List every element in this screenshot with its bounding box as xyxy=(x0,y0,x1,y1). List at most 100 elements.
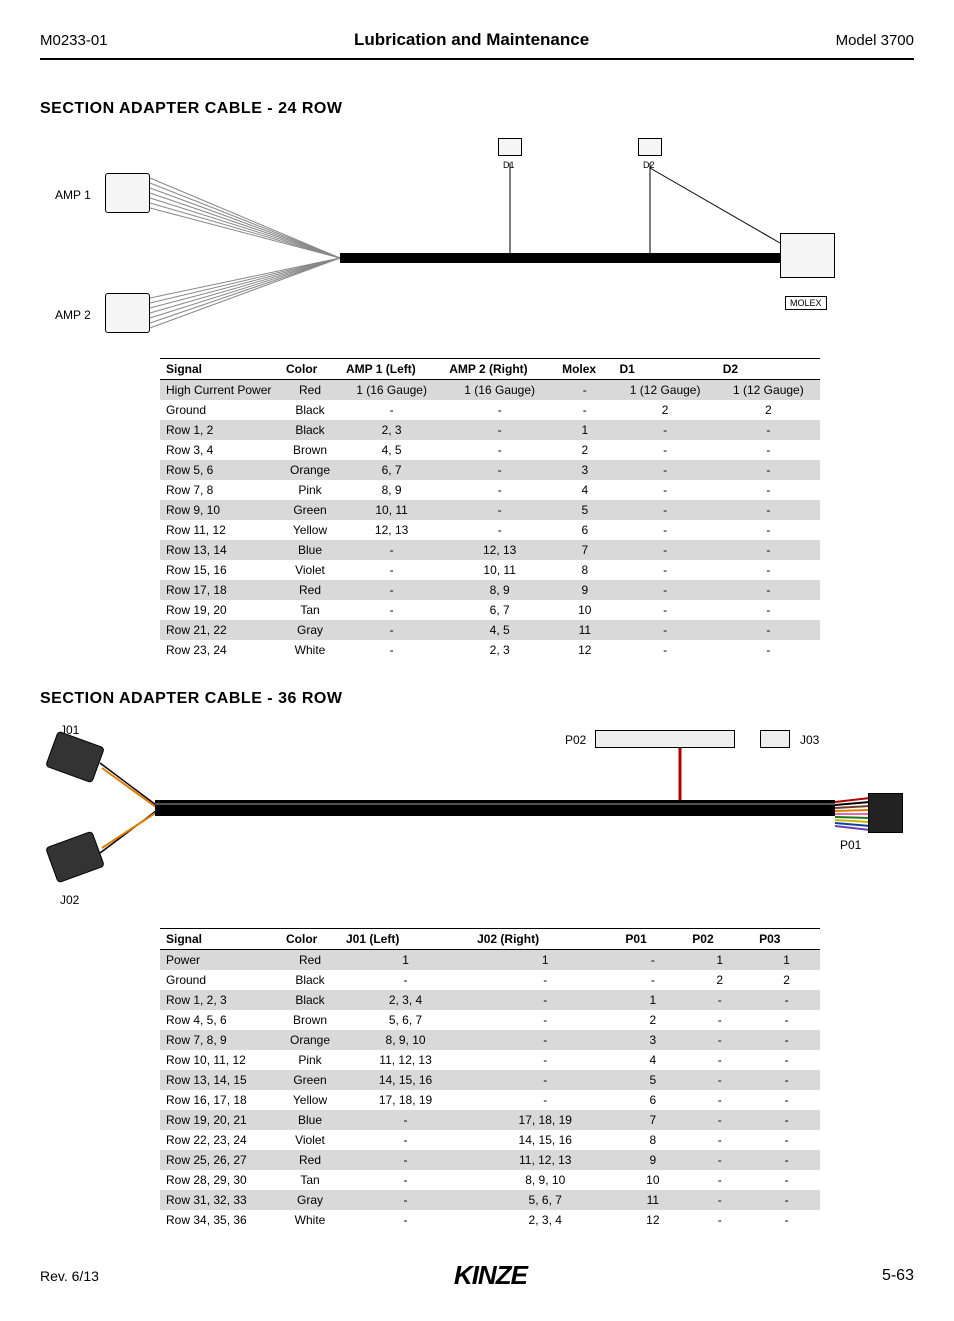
table-cell: - xyxy=(614,420,717,440)
table-cell: - xyxy=(471,970,619,990)
table-cell: Row 11, 12 xyxy=(160,520,280,540)
table-cell: 12, 13 xyxy=(443,540,556,560)
table-row: Row 5, 6Orange6, 7-3-- xyxy=(160,460,820,480)
table-cell: - xyxy=(686,1130,753,1150)
table-cell: White xyxy=(280,640,340,660)
table-cell: 17, 18, 19 xyxy=(340,1090,471,1110)
table-cell: 5, 6, 7 xyxy=(340,1010,471,1030)
table-cell: - xyxy=(753,1090,820,1110)
label-molex: MOLEX xyxy=(785,296,827,310)
table-cell: 1 xyxy=(340,950,471,971)
table-24row: SignalColorAMP 1 (Left)AMP 2 (Right)Mole… xyxy=(160,358,820,660)
table-cell: Black xyxy=(280,970,340,990)
table-cell: - xyxy=(686,1010,753,1030)
table-cell: 11 xyxy=(556,620,613,640)
table-cell: - xyxy=(717,520,820,540)
table-cell: 1 xyxy=(619,990,686,1010)
table-cell: - xyxy=(717,560,820,580)
table-cell: - xyxy=(443,460,556,480)
table-cell: 3 xyxy=(556,460,613,480)
footer-rev: Rev. 6/13 xyxy=(40,1268,99,1284)
table-cell: Gray xyxy=(280,620,340,640)
header-title: Lubrication and Maintenance xyxy=(354,30,589,50)
col-header: AMP 1 (Left) xyxy=(340,359,443,380)
table-cell: Gray xyxy=(280,1190,340,1210)
table-row: Row 11, 12Yellow12, 13-6-- xyxy=(160,520,820,540)
table-cell: Row 13, 14, 15 xyxy=(160,1070,280,1090)
table-cell: 12, 13 xyxy=(340,520,443,540)
table-cell: - xyxy=(717,580,820,600)
table-cell: - xyxy=(340,400,443,420)
col-header: Molex xyxy=(556,359,613,380)
table-cell: - xyxy=(556,380,613,401)
table-cell: Row 16, 17, 18 xyxy=(160,1090,280,1110)
connector-d1 xyxy=(498,138,522,156)
table-cell: - xyxy=(717,640,820,660)
table-cell: - xyxy=(717,420,820,440)
table-row: Row 19, 20, 21Blue-17, 18, 197-- xyxy=(160,1110,820,1130)
table-cell: Orange xyxy=(280,1030,340,1050)
table-cell: Power xyxy=(160,950,280,971)
table-cell: 2 xyxy=(619,1010,686,1030)
table-cell: Black xyxy=(280,420,340,440)
table-cell: - xyxy=(340,1190,471,1210)
table-cell: Row 21, 22 xyxy=(160,620,280,640)
table-cell: Row 1, 2 xyxy=(160,420,280,440)
table-row: Row 1, 2, 3Black2, 3, 4-1-- xyxy=(160,990,820,1010)
table-cell: 1 (12 Gauge) xyxy=(614,380,717,401)
col-header: P01 xyxy=(619,929,686,950)
table-cell: - xyxy=(340,560,443,580)
table-cell: - xyxy=(471,1070,619,1090)
table-row: Row 1, 2Black2, 3-1-- xyxy=(160,420,820,440)
table-cell: - xyxy=(717,480,820,500)
label-j03: J03 xyxy=(800,733,819,747)
table-cell: Yellow xyxy=(280,1090,340,1110)
table-cell: 14, 15, 16 xyxy=(471,1130,619,1150)
table-cell: - xyxy=(340,1210,471,1230)
table-cell: 6, 7 xyxy=(340,460,443,480)
table-cell: - xyxy=(753,1190,820,1210)
table-cell: - xyxy=(340,600,443,620)
table-cell: Row 19, 20, 21 xyxy=(160,1110,280,1130)
table-row: Row 10, 11, 12Pink11, 12, 13-4-- xyxy=(160,1050,820,1070)
table-cell: 2, 3, 4 xyxy=(340,990,471,1010)
table-cell: - xyxy=(753,990,820,1010)
table-cell: Black xyxy=(280,990,340,1010)
table-cell: Row 34, 35, 36 xyxy=(160,1210,280,1230)
table-cell: Row 7, 8 xyxy=(160,480,280,500)
table-cell: Red xyxy=(280,580,340,600)
table-cell: 10 xyxy=(619,1170,686,1190)
page-footer: Rev. 6/13 KINZE 5-63 xyxy=(40,1260,914,1291)
table-cell: Yellow xyxy=(280,520,340,540)
table-cell: - xyxy=(471,1050,619,1070)
connector-p01 xyxy=(868,793,903,833)
table-cell: 1 xyxy=(686,950,753,971)
table-cell: Tan xyxy=(280,1170,340,1190)
table-cell: 6 xyxy=(619,1090,686,1110)
table-cell: 9 xyxy=(556,580,613,600)
table-cell: Row 31, 32, 33 xyxy=(160,1190,280,1210)
table-cell: 17, 18, 19 xyxy=(471,1110,619,1130)
table-cell: Brown xyxy=(280,440,340,460)
table-cell: 9 xyxy=(619,1150,686,1170)
table-cell: 5, 6, 7 xyxy=(471,1190,619,1210)
table-row: Row 3, 4Brown4, 5-2-- xyxy=(160,440,820,460)
table-row: GroundBlack---22 xyxy=(160,400,820,420)
table-cell: - xyxy=(614,480,717,500)
table-cell: Row 25, 26, 27 xyxy=(160,1150,280,1170)
cable-svg-36 xyxy=(40,718,910,918)
col-header: D2 xyxy=(717,359,820,380)
table-row: Row 34, 35, 36White-2, 3, 412-- xyxy=(160,1210,820,1230)
col-header: J01 (Left) xyxy=(340,929,471,950)
table-cell: - xyxy=(614,560,717,580)
label-d1: D1 xyxy=(503,160,515,170)
table-cell: Red xyxy=(280,950,340,971)
table-cell: - xyxy=(686,990,753,1010)
table-cell: - xyxy=(614,440,717,460)
connector-p02 xyxy=(595,730,735,748)
table-cell: - xyxy=(614,640,717,660)
table-cell: - xyxy=(717,540,820,560)
table-cell: Pink xyxy=(280,1050,340,1070)
table-cell: - xyxy=(753,1030,820,1050)
table-cell: - xyxy=(717,460,820,480)
